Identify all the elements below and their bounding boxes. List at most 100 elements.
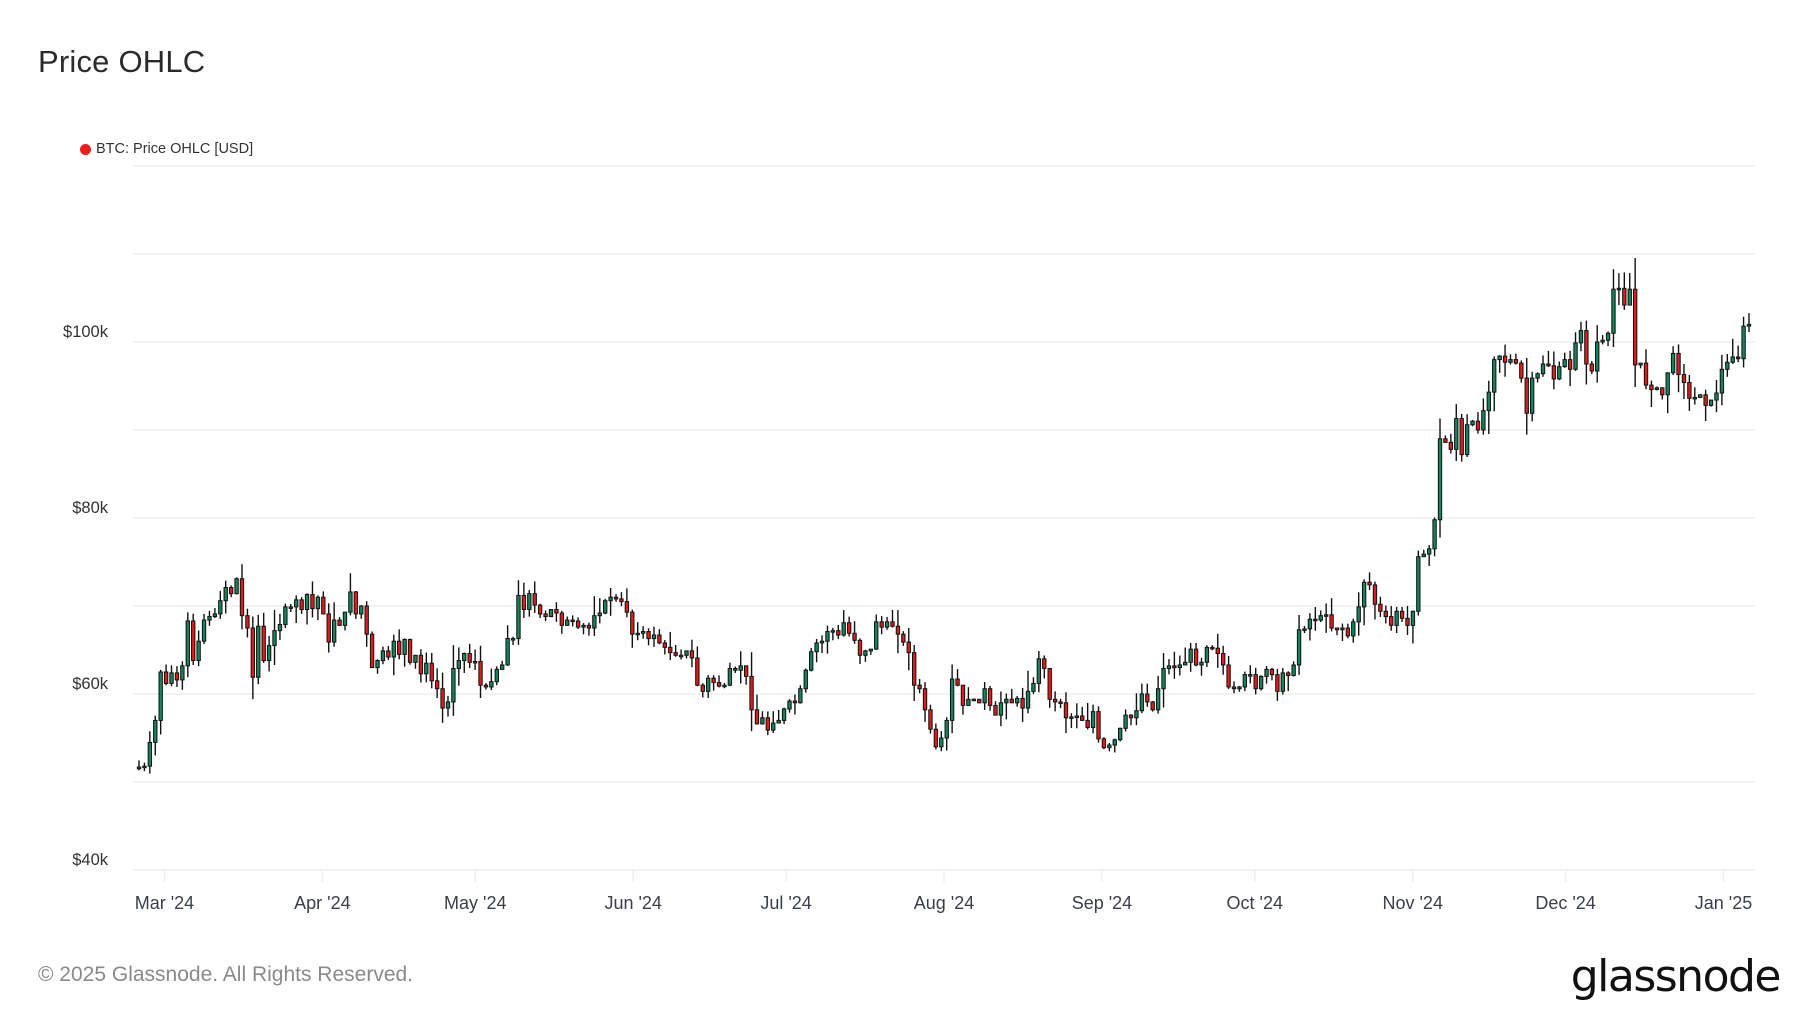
candle-up (565, 619, 570, 626)
candle-up (451, 667, 456, 703)
candle-up (1416, 556, 1421, 612)
candle-down (993, 704, 998, 716)
candle-up (342, 611, 348, 626)
candle-up (874, 621, 879, 650)
candle-up (158, 671, 163, 721)
candle-down (1047, 667, 1052, 700)
candle-down (250, 627, 256, 678)
candle-up (1318, 615, 1323, 621)
candle-up (1692, 396, 1697, 400)
candle-up (1031, 682, 1036, 692)
candle-down (1383, 610, 1388, 618)
candle-down (353, 591, 359, 615)
candle-up (776, 719, 781, 724)
chart-legend[interactable]: BTC: Price OHLC [USD] (80, 141, 253, 157)
candle-down (418, 654, 424, 675)
candle-up (1573, 342, 1578, 370)
candle-up (1437, 438, 1443, 521)
candle-down (1210, 646, 1215, 650)
candle-down (1622, 287, 1627, 306)
candle-down (1128, 714, 1134, 719)
candle-down (364, 605, 369, 635)
candle-up (651, 634, 657, 640)
candle-up (1166, 665, 1172, 669)
candle-up (949, 678, 955, 721)
candle-down (326, 613, 331, 643)
candle-up (1361, 581, 1367, 608)
candle-down (1567, 359, 1573, 370)
candle-down (673, 652, 678, 656)
candle-down (955, 678, 960, 686)
candle-up (1508, 359, 1513, 363)
candle-down (1703, 394, 1708, 406)
candle-up (1090, 711, 1096, 728)
candle-down (917, 684, 922, 690)
x-tick-label: Oct '24 (1226, 893, 1284, 913)
candle-up (1248, 674, 1253, 677)
candle-down (1475, 420, 1481, 431)
candle-up (1605, 332, 1611, 341)
candle-down (1231, 686, 1237, 690)
candle-down (1399, 610, 1405, 619)
candle-down (1172, 665, 1177, 669)
candle-up (1351, 621, 1356, 637)
candle-down (912, 652, 917, 686)
candle-up (971, 698, 976, 702)
candle-up (1492, 359, 1497, 393)
candle-up (1188, 648, 1193, 663)
copyright-text: © 2025 Glassnode. All Rights Reserved. (38, 963, 414, 986)
candle-up (256, 625, 261, 678)
x-tick-label: Aug '24 (913, 893, 975, 913)
candle-down (337, 619, 342, 626)
candle-up (1616, 287, 1622, 291)
candle-up (1719, 368, 1725, 394)
candle-down (1193, 648, 1199, 666)
candle-up (814, 642, 819, 653)
candle-down (960, 684, 966, 706)
candle-up (841, 622, 846, 636)
candle-up (548, 609, 554, 618)
candle-down (987, 688, 993, 706)
candle-up (727, 667, 733, 686)
candle-down (321, 596, 326, 615)
candle-down (1546, 363, 1551, 367)
candle-up (375, 660, 380, 669)
candle-up (1237, 686, 1242, 690)
candle-down (977, 698, 982, 704)
candle-up (218, 600, 223, 615)
candle-up (294, 599, 299, 608)
x-tick-label: May '24 (444, 893, 507, 913)
candle-down (792, 700, 798, 704)
candle-up (1280, 672, 1285, 692)
candle-up (1725, 361, 1730, 370)
candle-up (1036, 658, 1042, 684)
legend-label: BTC: Price OHLC [USD] (96, 141, 254, 157)
candle-down (397, 640, 402, 655)
candle-up (413, 654, 418, 663)
x-tick-label: Sep '24 (1071, 893, 1133, 913)
candle-down (857, 639, 863, 656)
candle-down (191, 620, 196, 662)
candle-up (207, 616, 212, 621)
candle-down (1687, 381, 1692, 399)
candle-up (136, 766, 142, 770)
candle-down (559, 612, 565, 626)
candle-down (1313, 618, 1318, 622)
candle-up (1426, 548, 1432, 555)
candle-down (245, 615, 250, 629)
candle-up (510, 638, 516, 641)
candle-up (180, 665, 185, 681)
candle-up (1258, 675, 1264, 690)
candle-up (424, 662, 429, 675)
candle-up (825, 631, 830, 642)
candle-up (678, 654, 684, 658)
candle-up (348, 591, 353, 613)
candle-down (852, 632, 857, 641)
candle-up (169, 672, 174, 684)
candle-up (1481, 410, 1486, 431)
candle-up (1155, 688, 1161, 711)
candle-down (1378, 603, 1383, 612)
candle-down (901, 633, 906, 643)
candle-up (288, 606, 293, 609)
